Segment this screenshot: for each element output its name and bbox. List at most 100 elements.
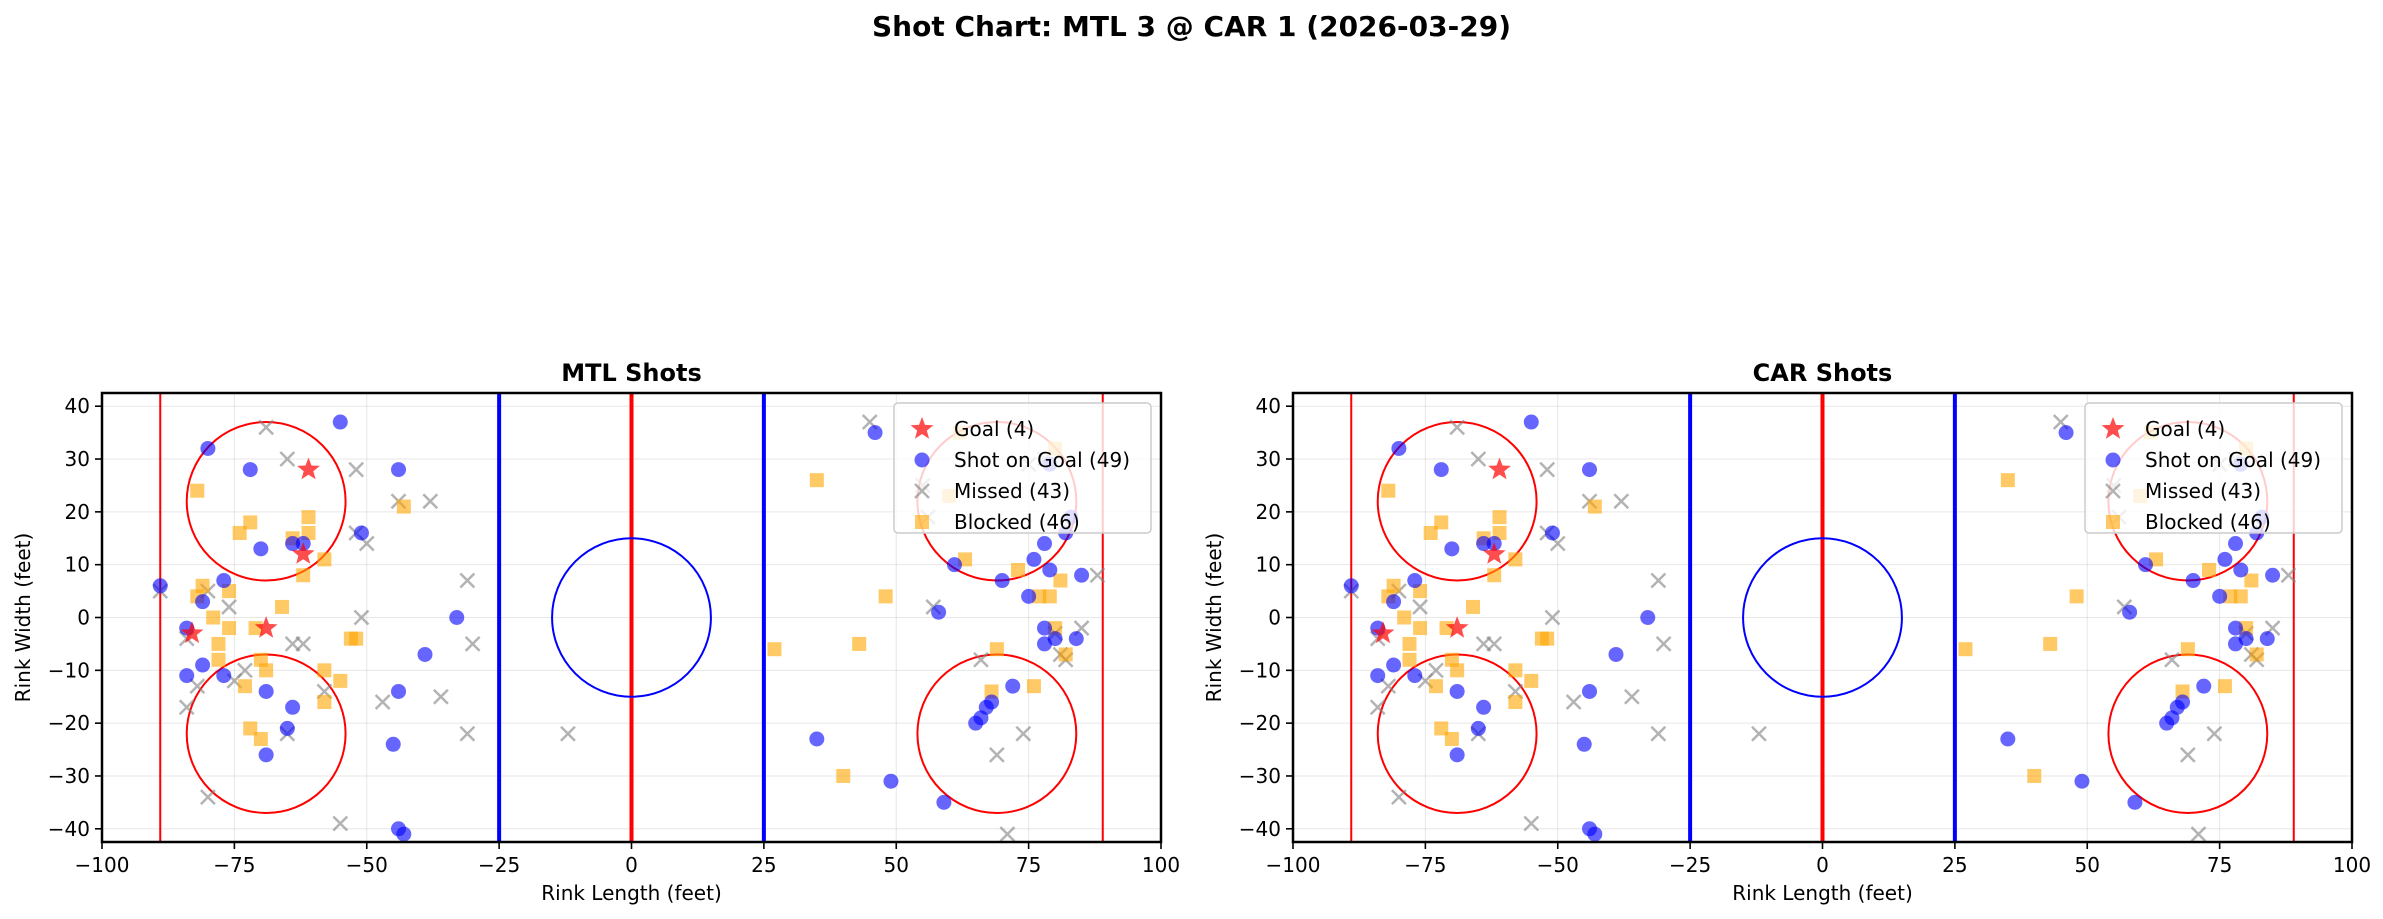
- shot-point-circle: [1391, 440, 1407, 456]
- legend-marker-star: [2101, 417, 2125, 439]
- shot-point-x: [464, 636, 481, 652]
- shot-point-circle: [1640, 610, 1656, 625]
- y-axis-label: Rink Width (feet): [1202, 533, 1226, 703]
- shot-point-x: [353, 609, 370, 626]
- shot-point-circle: [1407, 573, 1423, 589]
- shot-point-square: [296, 568, 311, 583]
- x-tick-label: 75: [1016, 853, 1041, 877]
- shot-point-circle: [1068, 631, 1084, 647]
- shot-point-square: [989, 642, 1004, 657]
- shot-point-x: [459, 725, 476, 742]
- shot-point-square: [1958, 642, 1973, 657]
- shot-point-circle: [1042, 562, 1058, 578]
- y-tick-label: −40: [1239, 817, 1281, 841]
- shot-point-square: [2249, 647, 2264, 662]
- legend-label: Shot on Goal (49): [954, 448, 1130, 472]
- shot-point-square: [1026, 679, 1041, 694]
- shot-point-circle: [2238, 631, 2254, 647]
- shot-point-square: [1444, 652, 1459, 667]
- shot-point-x: [1650, 572, 1667, 589]
- shot-point-circle: [1582, 462, 1598, 478]
- shot-point-square: [1042, 589, 1057, 604]
- y-tick-label: 40: [1256, 394, 1281, 418]
- shot-point-square: [1487, 568, 1502, 583]
- shot-point-circle: [1026, 551, 1042, 567]
- shot-point-circle: [396, 826, 412, 842]
- shot-point-square: [317, 663, 332, 678]
- shot-point-x: [237, 662, 253, 679]
- shot-point-circle: [2175, 694, 2191, 710]
- shot-point-circle: [242, 462, 258, 478]
- shot-point-x: [459, 572, 476, 589]
- shot-point-square: [1381, 483, 1396, 498]
- shot-point-square: [2000, 473, 2015, 488]
- shot-point-x: [2164, 651, 2180, 668]
- shot-point-circle: [994, 573, 1010, 589]
- y-tick-label: 20: [1256, 500, 1281, 524]
- shot-point-square: [767, 642, 782, 657]
- shot-point-circle: [1576, 736, 1592, 752]
- shot-point-square: [275, 599, 290, 614]
- shot-point-circle: [1582, 683, 1598, 699]
- shot-point-square: [2069, 589, 2084, 604]
- shot-point-square: [2233, 589, 2248, 604]
- shot-point-x: [988, 746, 1005, 763]
- x-tick-label: 100: [2333, 853, 2371, 877]
- plot-area: [102, 393, 1161, 842]
- shot-point-circle: [1386, 657, 1402, 673]
- legend-label: Blocked (46): [954, 510, 1080, 534]
- shot-point-circle: [2185, 573, 2201, 589]
- legend-label: Blocked (46): [2145, 510, 2271, 534]
- legend-box: [2084, 402, 2343, 534]
- x-tick-label: 25: [751, 853, 776, 877]
- shot-point-circle: [195, 594, 211, 610]
- legend-marker-square: [915, 515, 929, 529]
- x-tick-label: −100: [75, 853, 130, 877]
- shot-point-square: [1508, 663, 1523, 678]
- shot-point-circle: [2228, 620, 2244, 636]
- shot-point-x: [422, 493, 439, 510]
- shot-point-square: [317, 552, 332, 567]
- shot-point-circle: [2137, 557, 2153, 573]
- shot-point-x: [2206, 725, 2223, 742]
- y-tick-label: 30: [65, 447, 90, 471]
- y-tick-label: 0: [77, 606, 90, 630]
- shot-point-circle: [1370, 668, 1386, 684]
- shot-point-x: [2179, 746, 2196, 763]
- shot-point-circle: [391, 683, 407, 699]
- legend: Goal (4) Shot on Goal (49) Missed (43) Bloc…: [2084, 402, 2343, 534]
- shot-point-square: [2223, 589, 2238, 604]
- shot-point-x: [279, 451, 296, 467]
- shot-point-circle: [2265, 567, 2281, 583]
- shot-point-x: [178, 699, 195, 716]
- shot-point-circle: [1037, 620, 1053, 636]
- legend-marker-star: [910, 417, 934, 439]
- shot-point-circle: [216, 668, 232, 684]
- shot-point-star: [291, 542, 315, 564]
- shot-point-x: [1089, 567, 1106, 584]
- shot-point-square: [1587, 499, 1602, 514]
- shot-point-star: [1445, 616, 1469, 638]
- shot-point-square: [190, 483, 205, 498]
- shot-point-circle: [1449, 683, 1465, 699]
- y-tick-label: −30: [1239, 764, 1281, 788]
- shot-point-circle: [2233, 562, 2249, 578]
- shot-point-square: [2217, 679, 2232, 694]
- y-tick-label: 20: [65, 500, 90, 524]
- shot-point-square: [2202, 562, 2217, 577]
- shot-point-square: [836, 768, 851, 783]
- shot-point-circle: [152, 578, 168, 594]
- shot-point-x: [2280, 567, 2297, 584]
- x-tick-label: 50: [884, 853, 909, 877]
- shot-point-x: [1470, 451, 1487, 467]
- shot-point-circle: [867, 425, 883, 441]
- shot-point-circle: [968, 715, 984, 731]
- legend-label: Missed (43): [954, 479, 1070, 503]
- x-tick-label: −75: [213, 853, 255, 877]
- legend-marker-x: [2105, 483, 2121, 499]
- shot-point-square: [1434, 721, 1449, 736]
- shot-point-x: [1544, 609, 1561, 626]
- shot-point-x: [221, 599, 237, 615]
